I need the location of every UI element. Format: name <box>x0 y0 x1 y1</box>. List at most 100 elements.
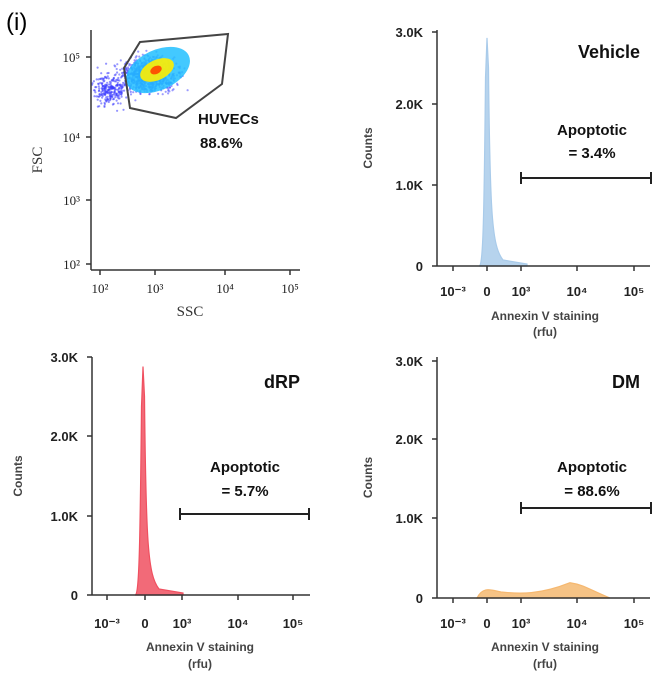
scatter-dot <box>115 67 118 71</box>
scatter-x-tick-label: 10² <box>92 281 109 296</box>
scatter-dot <box>96 66 99 69</box>
scatter-dot <box>139 92 142 96</box>
scatter-dot <box>95 95 98 98</box>
scatter-dot <box>102 93 106 96</box>
histogram-area <box>478 37 528 267</box>
scatter-dot <box>97 95 101 98</box>
scatter-dot <box>104 89 107 92</box>
scatter-dot <box>114 96 117 99</box>
scatter-dot <box>103 102 106 106</box>
scatter-dot <box>97 85 100 88</box>
x-tick-label: 10⁵ <box>624 616 645 631</box>
x-axis-unit: (rfu) <box>533 325 557 339</box>
scatter-dot <box>116 63 119 66</box>
scatter-density-core <box>150 65 162 75</box>
y-tick-label: 1.0K <box>396 511 424 526</box>
scatter-dot <box>101 88 104 91</box>
scatter-dot <box>116 102 120 105</box>
scatter-dot <box>157 92 160 95</box>
scatter-dot <box>145 49 148 52</box>
scatter-dot <box>148 93 151 96</box>
scatter-dot <box>116 88 119 91</box>
scatter-dot <box>119 89 122 92</box>
scatter-dot <box>126 68 129 71</box>
scatter-dot <box>113 88 117 91</box>
scatter-x-ticks: 10² 10³ 10⁴ 10⁵ <box>92 270 299 296</box>
scatter-dot <box>98 87 101 90</box>
scatter-dot <box>107 85 111 88</box>
scatter-dot <box>106 75 109 78</box>
scatter-dot <box>123 83 126 86</box>
scatter-dot <box>106 81 109 84</box>
scatter-y-tick-label: 10⁵ <box>62 50 80 65</box>
x-tick-label: 10³ <box>512 616 531 631</box>
scatter-dot <box>120 91 123 94</box>
scatter-dot <box>111 85 114 88</box>
scatter-dot <box>119 102 122 105</box>
scatter-dot <box>97 82 100 85</box>
scatter-dot <box>119 68 122 71</box>
y-tick-label: 2.0K <box>51 429 79 444</box>
huvec-gate <box>122 32 230 120</box>
x-tick-label: 0 <box>483 616 490 631</box>
y-tick-label: 3.0K <box>396 354 424 369</box>
x-tick-label: 10⁵ <box>283 616 304 631</box>
gate-label: Apoptotic <box>557 459 627 476</box>
scatter-y-tick-label: 10⁴ <box>62 130 80 145</box>
scatter-dot <box>118 97 121 100</box>
scatter-dot <box>97 90 101 93</box>
scatter-dot <box>103 104 106 107</box>
x-axis-label: Annexin V staining <box>146 640 254 654</box>
scatter-dot <box>134 99 137 102</box>
x-tick-label: 10⁵ <box>624 284 645 299</box>
scatter-dot <box>107 71 110 75</box>
scatter-dot <box>95 78 98 81</box>
histogram-area <box>134 366 184 596</box>
scatter-y-tick-label: 10³ <box>63 193 80 208</box>
scatter-x-tick-label: 10³ <box>147 281 164 296</box>
y-tick-label: 0 <box>71 588 78 603</box>
scatter-dot <box>105 99 108 102</box>
scatter-dot <box>105 77 108 80</box>
y-axis-label: Counts <box>11 455 25 497</box>
scatter-dot <box>114 73 117 76</box>
scatter-dot <box>129 90 132 93</box>
x-tick-label: 10⁻³ <box>440 284 466 299</box>
scatter-dot <box>107 100 110 104</box>
y-tick-label: 1.0K <box>51 509 79 524</box>
scatter-dot <box>104 98 107 101</box>
scatter-dot <box>116 81 119 84</box>
x-tick-label: 10⁻³ <box>94 616 120 631</box>
x-axis-label: Annexin V staining <box>491 640 599 654</box>
scatter-dot <box>138 55 141 58</box>
scatter-dot <box>98 93 101 96</box>
scatter-x-tick-label: 10⁴ <box>216 281 234 296</box>
scatter-dot <box>119 59 122 62</box>
panel-label: (i) <box>6 9 27 36</box>
y-axis-label: Counts <box>361 457 375 499</box>
scatter-dot <box>132 91 135 94</box>
scatter-dot <box>100 90 103 94</box>
histogram-drp: 3.0K 2.0K 1.0K 0 10⁻³ 0 10³ 10⁴ 10⁵ Counts Annexin… <box>11 350 310 671</box>
scatter-dot <box>135 55 138 58</box>
gate-label: Apoptotic <box>210 459 280 476</box>
scatter-dot <box>101 82 104 85</box>
scatter-dot <box>168 86 171 89</box>
scatter-dot <box>99 77 102 80</box>
scatter-dot <box>109 85 113 88</box>
scatter-dot <box>99 99 102 102</box>
x-tick-label: 10³ <box>512 284 531 299</box>
x-axis-unit: (rfu) <box>188 657 212 671</box>
scatter-dot <box>101 96 104 99</box>
gate-label: Apoptotic <box>557 122 627 139</box>
scatter-panel: 10⁵ 10⁴ 10³ 10² 10² 10³ 10⁴ 10⁵ FSC SSC HUVECs… <box>30 30 300 320</box>
scatter-y-label: FSC <box>30 147 46 174</box>
scatter-dot <box>106 92 109 95</box>
scatter-dot <box>109 96 112 100</box>
scatter-dot <box>123 89 126 92</box>
scatter-dot <box>120 95 123 98</box>
scatter-dot <box>164 90 167 93</box>
scatter-x-tick-label: 10⁵ <box>281 281 299 296</box>
panel-title: Vehicle <box>578 42 640 62</box>
scatter-dot <box>120 71 124 75</box>
